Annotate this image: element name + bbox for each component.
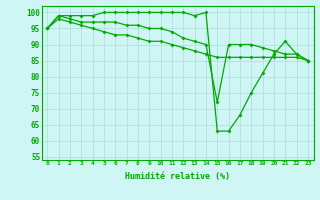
X-axis label: Humidité relative (%): Humidité relative (%) [125, 172, 230, 181]
